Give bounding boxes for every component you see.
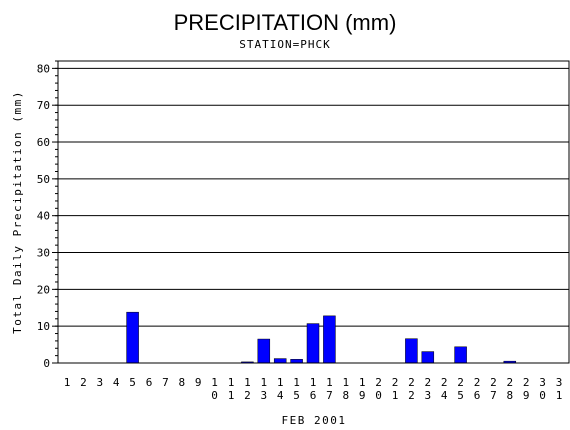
bar-day-23	[421, 351, 435, 364]
bars	[126, 311, 517, 364]
x-tick-label-1: 1	[64, 376, 71, 389]
y-axis-ticks: 0 10 20 30 40 50 60 70 80	[37, 60, 58, 370]
y-tick-label: 10	[37, 320, 50, 333]
y-tick-label: 30	[37, 247, 50, 260]
grid-lines	[58, 67, 569, 327]
y-tick-label: 20	[37, 283, 50, 296]
x-tick-label-4: 4	[113, 376, 120, 389]
x-tick-label-8: 8	[178, 376, 185, 389]
chart-subtitle: STATION=PHCK	[239, 38, 330, 51]
bar-day-17	[323, 315, 336, 364]
x-tick-label-6: 6	[146, 376, 153, 389]
x-axis-label: FEB 2001	[282, 414, 347, 427]
bar-day-22	[405, 338, 418, 364]
y-axis-label: Total Daily Precipitation (mm)	[11, 90, 24, 334]
bar-day-16	[306, 323, 320, 364]
chart-title: PRECIPITATION (mm)	[174, 10, 397, 35]
y-tick-label: 0	[43, 357, 50, 370]
bar-day-15	[290, 359, 303, 364]
x-tick-label-3: 3	[96, 376, 103, 389]
x-axis-ticks: 1 2 3 4 5 6 7 8 9 1 01 11 21 31 41 51 61 71 81 92 02 12 22 32 42…	[64, 376, 563, 402]
x-tick-label-7: 7	[162, 376, 169, 389]
y-tick-label: 60	[37, 136, 50, 149]
x-tick-label-5: 5	[129, 376, 136, 389]
bar-day-25	[454, 346, 467, 364]
x-tick-label-9: 9	[195, 376, 202, 389]
y-tick-label: 80	[37, 62, 50, 75]
bar-day-14	[273, 358, 287, 364]
bar-day-5	[126, 311, 139, 364]
y-tick-label: 40	[37, 210, 50, 223]
plot-frame	[57, 60, 570, 364]
bar-day-13	[257, 338, 271, 364]
y-tick-label: 50	[37, 173, 50, 186]
x-tick-label-2: 2	[80, 376, 87, 389]
y-tick-label: 70	[37, 99, 50, 112]
